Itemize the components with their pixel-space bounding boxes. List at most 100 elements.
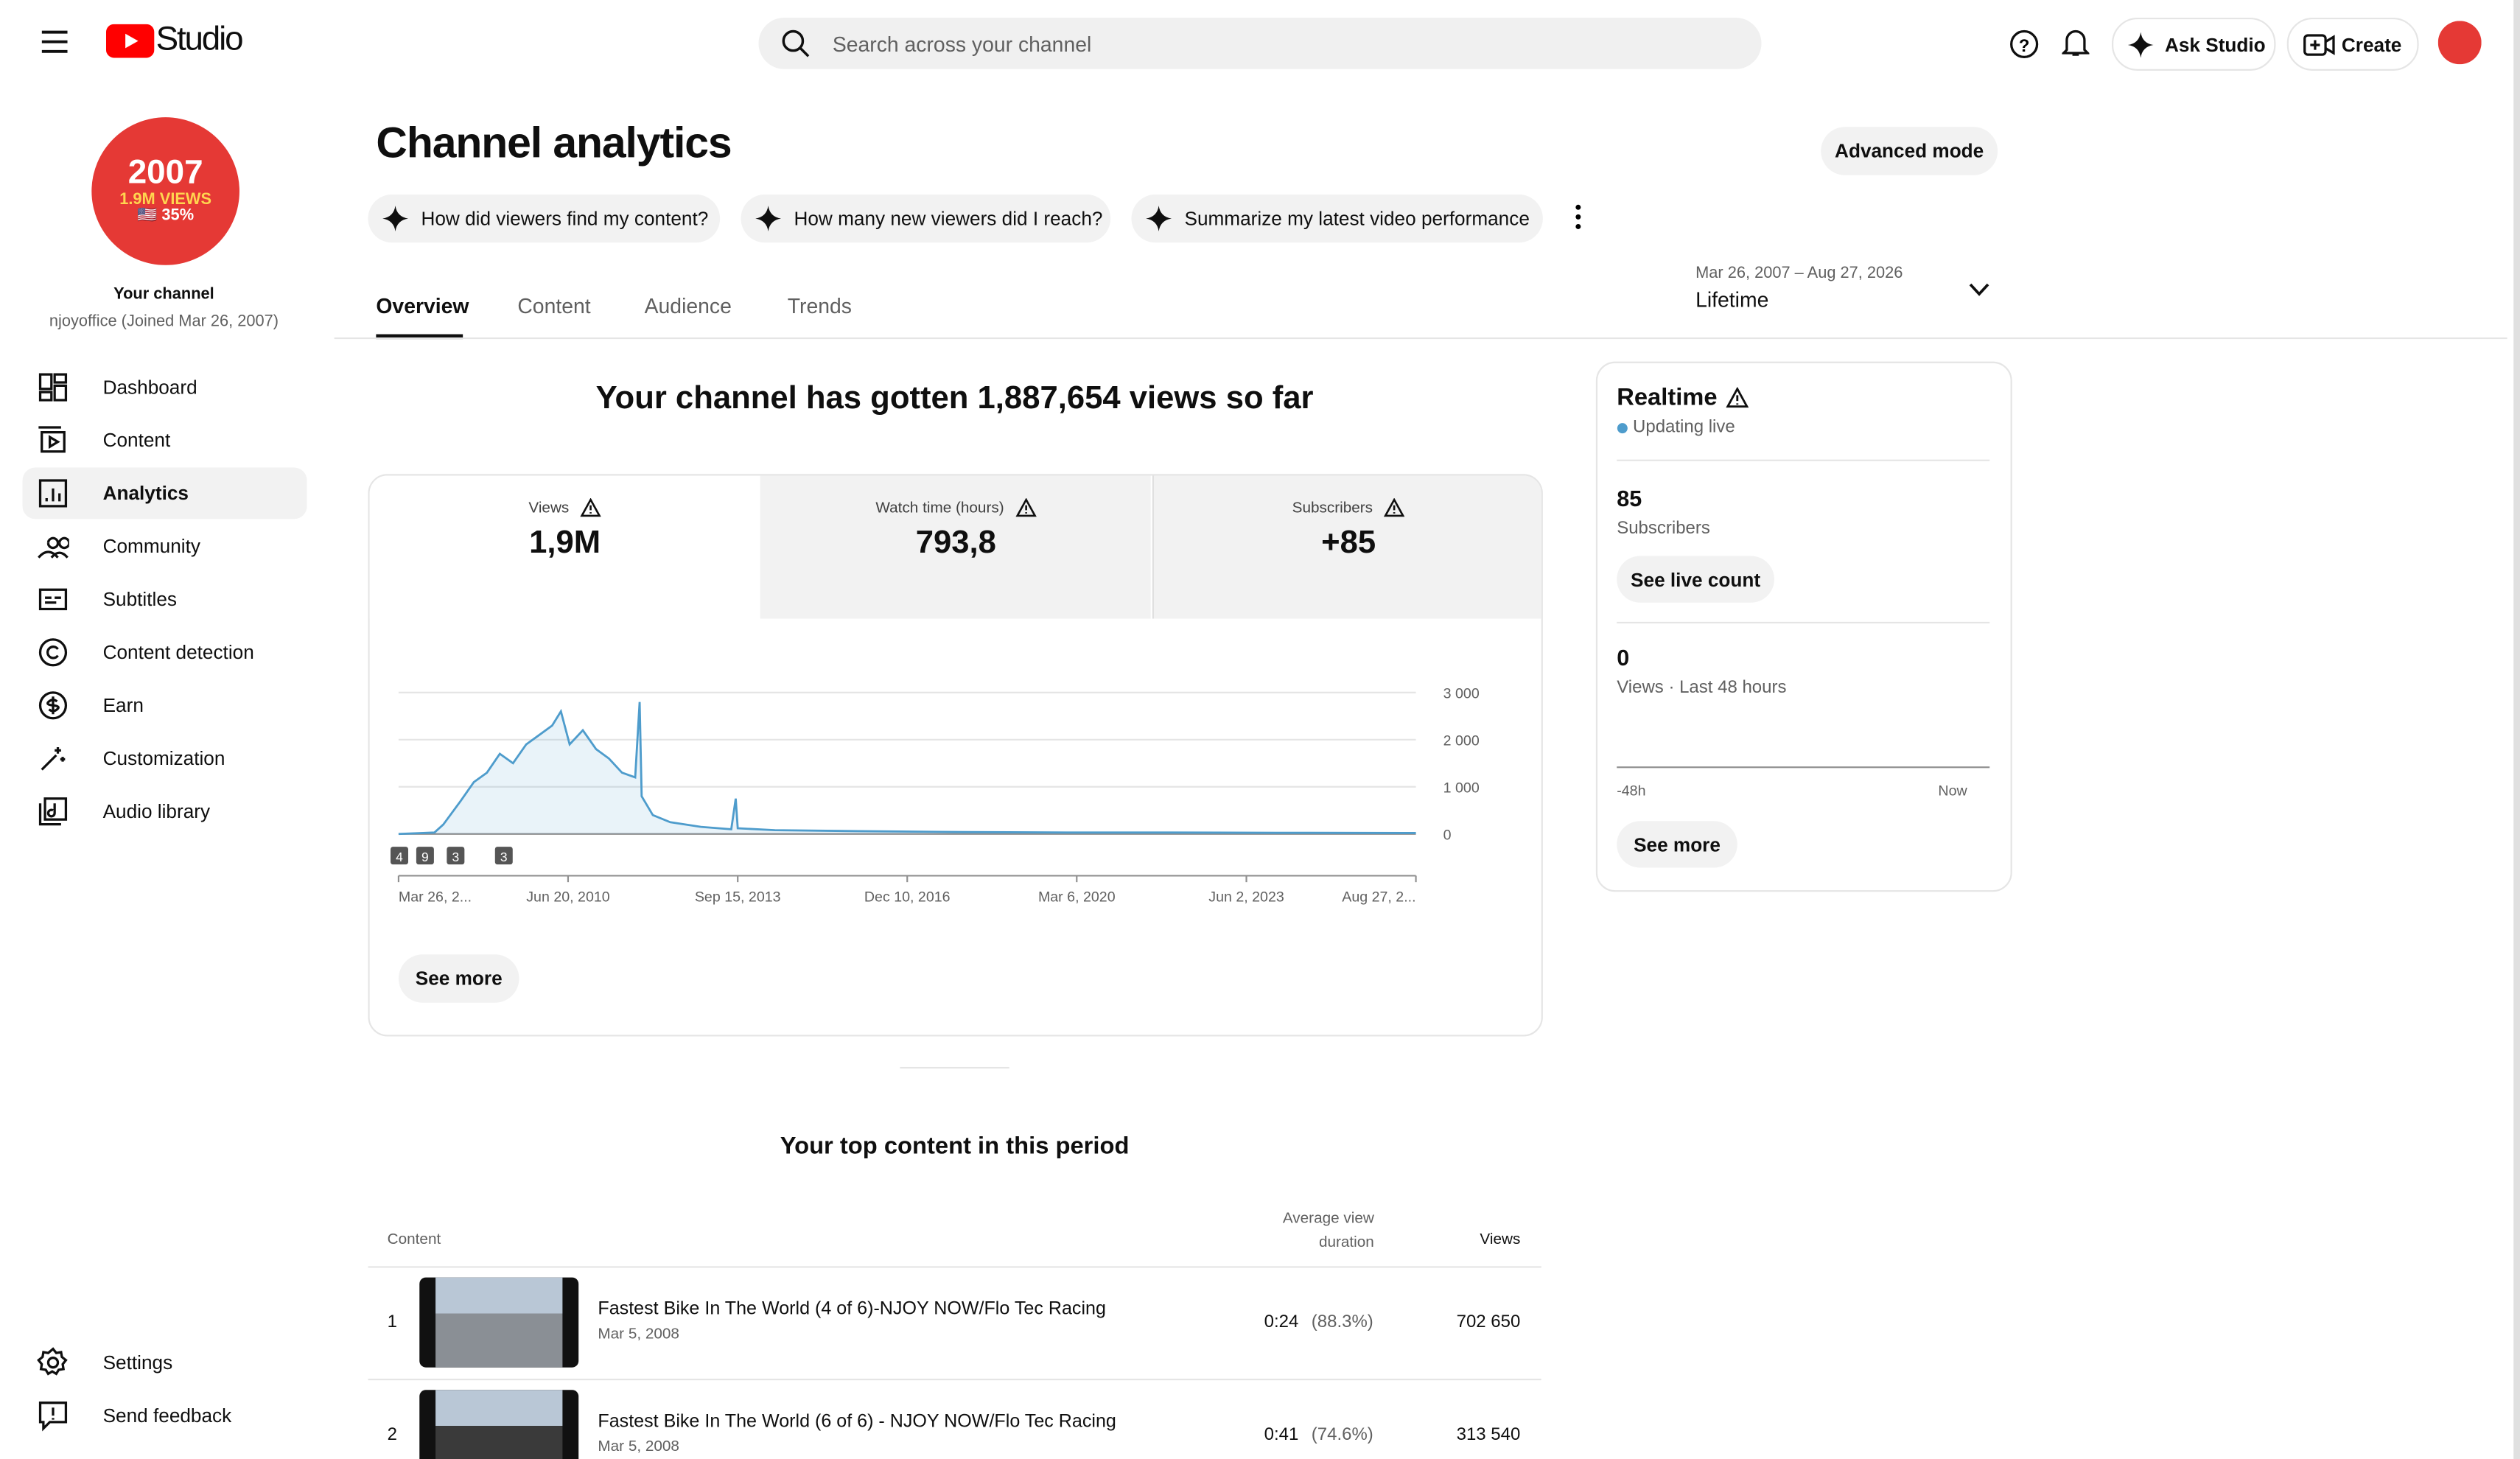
views-label: Views · Last 48 hours [1617,678,1787,698]
thumbnail[interactable] [419,1277,579,1368]
metric-value: 1,9M [529,525,601,561]
tab[interactable]: Trends [787,294,852,318]
nav-item[interactable]: Dashboard [23,362,307,413]
metric-label: Subscribers [1292,499,1373,517]
nav-item[interactable]: Earn [23,679,307,731]
video-date: Mar 5, 2008 [598,1326,679,1343]
axis-start: -48h [1617,782,1646,799]
channel-sub: njoyoffice (Joined Mar 26, 2007) [49,313,279,332]
live-dot [1617,423,1628,434]
avatar-line: 1.9M VIEWS [119,190,212,209]
avatar-line: 2007 [127,155,203,192]
nav-label: Content detection [102,641,254,664]
help-icon[interactable]: ? [2009,29,2039,59]
period[interactable]: Lifetime [1695,287,1769,312]
tab-indicator [376,334,463,340]
nav-label: Earn [102,694,144,717]
see-more-button[interactable]: See more [398,954,519,1003]
metric-label: Views [528,499,570,517]
nav-item[interactable]: Community [23,521,307,573]
x-tick-label: Jun 20, 2010 [526,889,610,905]
nav-item[interactable]: Content detection [23,626,307,678]
nav-item[interactable]: Send feedback [23,1390,307,1441]
nav-icon [38,691,68,720]
views: 702 650 [1456,1312,1521,1332]
marker-label: 3 [452,850,459,864]
prompt-chip[interactable]: How many new viewers did I reach? [741,194,1111,243]
thumbnail[interactable] [419,1390,579,1459]
channel-label: Your channel [113,286,214,304]
nav-item[interactable]: Audio library [23,786,307,837]
nav-icon [41,746,66,771]
divider [1617,459,1990,461]
column-header: Average view duration [1282,1210,1374,1252]
sparkle-icon [382,206,409,232]
tab[interactable]: Audience [644,294,732,318]
logo-text[interactable]: Studio [155,21,244,58]
search-icon [782,29,810,57]
x-tick-label: Sep 15, 2013 [695,889,781,905]
prompt-label: Summarize my latest video performance [1184,207,1530,230]
tab[interactable]: Overview [376,294,469,318]
top-content-title: Your top content in this period [780,1133,1130,1161]
nav-item[interactable]: Content [23,415,307,466]
subs-label: Subscribers [1617,519,1710,539]
rank: 1 [387,1312,398,1332]
video-date: Mar 5, 2008 [598,1438,679,1456]
logo-icon[interactable] [105,24,155,58]
nav-item[interactable]: Settings [23,1337,307,1388]
nav-item[interactable]: Analytics [22,467,307,519]
x-tick-label: Aug 27, 2... [1342,889,1415,905]
live-count-button[interactable]: See live count [1617,556,1774,603]
metric-label-row: Views [370,497,760,517]
avatar-line: 🇺🇸 35% [137,207,195,225]
date-range[interactable]: Mar 26, 2007 – Aug 27, 2026 [1695,265,1903,283]
create-icon [2303,34,2335,56]
notifications-icon[interactable] [2062,27,2090,57]
advanced-mode-button[interactable]: Advanced mode [1821,127,1998,175]
divider [900,1066,1009,1069]
metric-tile[interactable]: Views 1,9M [369,475,760,619]
nav-item[interactable]: Subtitles [23,573,307,625]
nav-icon [38,426,66,453]
metric-tile[interactable]: Subscribers +85 [1151,475,1541,619]
marker-box [447,847,465,865]
nav-label: Content [102,429,171,452]
metric-label-row: Subscribers [1153,497,1541,517]
create-button[interactable]: Create [2286,17,2419,71]
video-title[interactable]: Fastest Bike In The World (6 of 6) - NJO… [598,1412,1116,1432]
y-tick-label: 3 000 [1443,685,1480,701]
warning-icon [1726,387,1749,408]
ask-studio-button[interactable]: Ask Studio [2111,17,2276,71]
nav-icon [38,373,68,402]
more-icon[interactable] [1573,204,1583,230]
metric-tile[interactable]: Watch time (hours) 793,8 [760,475,1152,619]
column-header: Content [387,1231,441,1249]
realtime-card: Realtime Updating live 85 Subscribers Se… [1595,361,2012,892]
menu-icon[interactable] [41,30,68,53]
see-more-button[interactable]: See more [1617,821,1737,868]
prompt-label: How did viewers find my content? [421,207,709,230]
nav-label: Community [102,535,200,558]
marker-label: 9 [421,850,429,864]
create-label: Create [2341,33,2402,57]
metric-label: Watch time (hours) [875,499,1004,517]
search-box[interactable]: Search across your channel [758,17,1762,69]
svg-text:?: ? [2019,36,2030,56]
prompt-chip[interactable]: Summarize my latest video performance [1131,194,1543,243]
prompt-chip[interactable]: How did viewers find my content? [368,194,721,243]
nav-item[interactable]: Customization [23,732,307,784]
channel-avatar[interactable]: 2007 1.9M VIEWS 🇺🇸 35% [91,117,239,265]
views-chart: 0 1 000 2 000 3 000 Mar 26, 2... Jun 20, 2010… [391,685,1480,905]
views: 313 540 [1456,1425,1521,1445]
marker-box [391,847,409,865]
headline: Your channel has gotten 1,887,654 views … [595,380,1314,416]
dropdown-icon[interactable] [1969,283,1989,298]
account-avatar[interactable] [2437,21,2482,65]
tab[interactable]: Content [517,294,591,318]
metric-value: 793,8 [915,525,996,561]
marker-label: 3 [500,850,508,864]
video-title[interactable]: Fastest Bike In The World (4 of 6)-NJOY … [598,1300,1106,1320]
